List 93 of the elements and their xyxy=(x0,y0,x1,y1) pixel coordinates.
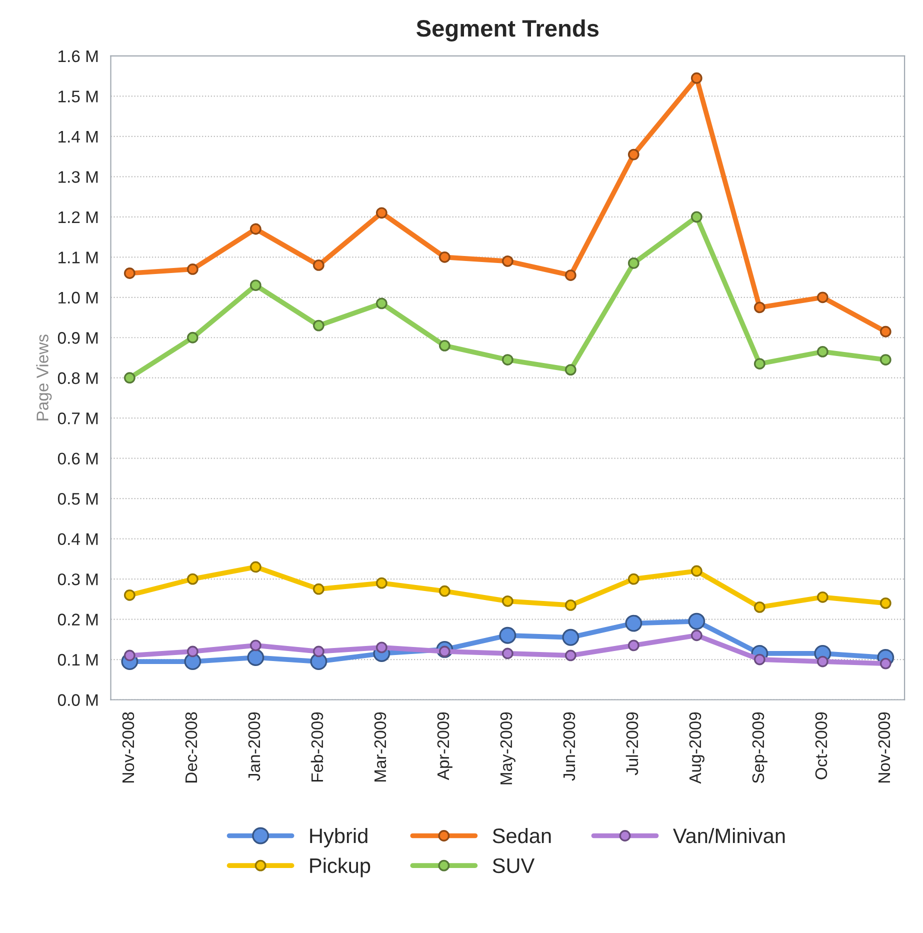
y-tick-label: 1.4 M xyxy=(58,131,98,142)
y-tick-label: 0.1 M xyxy=(58,654,98,666)
y-tick-label: 1.6 M xyxy=(58,50,98,62)
point xyxy=(124,589,136,601)
x-tick-label: Nov-2009 xyxy=(878,712,890,782)
point xyxy=(564,650,576,662)
legend-label: Pickup xyxy=(310,858,370,878)
point xyxy=(625,614,642,632)
point xyxy=(250,640,262,652)
point xyxy=(312,646,324,658)
point xyxy=(628,257,640,269)
point xyxy=(376,577,388,589)
point xyxy=(564,364,576,376)
point xyxy=(250,280,262,292)
point xyxy=(628,573,640,585)
point xyxy=(880,597,892,609)
point xyxy=(502,354,514,366)
point xyxy=(186,264,198,275)
point xyxy=(628,640,640,652)
point xyxy=(564,270,576,281)
point xyxy=(312,583,324,595)
point xyxy=(186,573,198,585)
x-tick-label: May-2009 xyxy=(500,712,516,784)
x-tick-label: Nov-2008 xyxy=(122,712,134,782)
point xyxy=(124,650,136,662)
point xyxy=(880,354,892,366)
point xyxy=(754,602,766,613)
point xyxy=(438,251,450,263)
y-tick-label: 0.9 M xyxy=(58,332,98,344)
x-tick-label: Mar-2009 xyxy=(374,712,386,782)
point xyxy=(880,658,892,670)
x-tick-label: Apr-2009 xyxy=(437,712,452,780)
y-tick-label: 0.6 M xyxy=(58,452,98,465)
point xyxy=(376,298,388,310)
point xyxy=(690,630,702,642)
point xyxy=(502,595,514,607)
x-tick-label: Aug-2009 xyxy=(689,712,704,784)
point xyxy=(688,612,706,630)
point xyxy=(124,268,136,279)
point xyxy=(502,648,514,660)
point xyxy=(250,561,262,573)
legend-label: Hybrid xyxy=(310,828,368,848)
x-tick-label: Oct-2009 xyxy=(815,712,828,780)
point xyxy=(247,649,264,666)
point xyxy=(124,372,136,384)
y-tick-label: 1.5 M xyxy=(58,90,98,102)
point xyxy=(186,646,198,658)
legend-label: Van/Minivan xyxy=(672,828,785,844)
point xyxy=(438,340,450,352)
point xyxy=(438,585,450,597)
point xyxy=(376,642,388,654)
y-axis-title: Page Views xyxy=(36,334,52,420)
y-tick-label: 1.0 M xyxy=(58,292,98,304)
y-tick-label: 1.2 M xyxy=(58,211,98,223)
y-tick-label: 0.2 M xyxy=(58,614,98,626)
point xyxy=(250,223,262,235)
x-tick-label: Jun-2009 xyxy=(563,712,576,781)
point xyxy=(502,255,514,267)
point xyxy=(816,346,828,358)
x-tick-label: Jul-2009 xyxy=(626,712,638,776)
legend-label: Sedan xyxy=(492,828,551,844)
legend-label: SUV xyxy=(492,858,535,874)
y-tick-label: 0.4 M xyxy=(58,533,98,546)
chart-title: Segment Trends xyxy=(416,19,599,42)
point xyxy=(186,332,198,344)
point xyxy=(816,656,828,668)
x-tick-label: Dec-2008 xyxy=(185,712,198,782)
point xyxy=(690,72,702,84)
y-tick-label: 0.7 M xyxy=(58,412,98,424)
point xyxy=(816,292,828,304)
y-tick-label: 0.8 M xyxy=(58,372,98,384)
point xyxy=(628,148,640,160)
point xyxy=(562,628,580,646)
point xyxy=(754,654,766,666)
y-tick-label: 0.5 M xyxy=(58,492,98,505)
point xyxy=(312,260,324,271)
point xyxy=(880,326,892,338)
point xyxy=(312,320,324,332)
point xyxy=(376,207,388,219)
y-tick-label: 1.1 M xyxy=(58,252,98,264)
y-tick-label: 1.3 M xyxy=(58,171,98,183)
point xyxy=(816,591,828,603)
point xyxy=(690,565,702,577)
point xyxy=(690,211,702,223)
point xyxy=(564,600,576,611)
y-tick-label: 0.0 M xyxy=(58,694,98,706)
point xyxy=(754,302,766,314)
x-tick-label: Feb-2009 xyxy=(310,712,324,782)
point xyxy=(754,358,766,370)
x-tick-label: Sep-2009 xyxy=(752,712,768,784)
x-tick-label: Jan-2009 xyxy=(248,712,260,781)
y-tick-label: 0.3 M xyxy=(58,573,98,586)
point xyxy=(499,626,516,644)
